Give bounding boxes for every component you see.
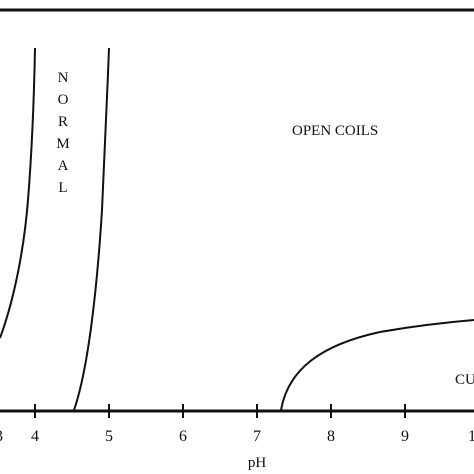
x-axis-ticks [34, 404, 406, 418]
x-axis-title: pH [248, 455, 267, 471]
cut-off-label: CU [455, 372, 474, 388]
coil-boundary-curve [280, 319, 474, 411]
x-tick-label: 8 [327, 428, 335, 445]
open-coils-label: OPEN COILS [292, 123, 378, 139]
normal-right-boundary-curve [73, 47, 110, 411]
x-tick-label-partial: 3 [0, 428, 3, 445]
x-tick-label: 5 [105, 428, 113, 445]
x-tick-label: 4 [31, 428, 39, 445]
normal-letter: A [58, 158, 69, 174]
x-tick-label: 1 [468, 428, 474, 445]
left-boundary-curve [0, 47, 36, 339]
normal-letter: N [58, 70, 69, 86]
x-tick-label: 6 [179, 428, 187, 445]
normal-letter: R [58, 114, 68, 130]
normal-letter: O [58, 92, 69, 108]
x-tick-label: 9 [401, 428, 409, 445]
normal-letter: M [56, 136, 69, 152]
x-tick-label: 7 [253, 428, 261, 445]
normal-letter: L [58, 180, 67, 196]
